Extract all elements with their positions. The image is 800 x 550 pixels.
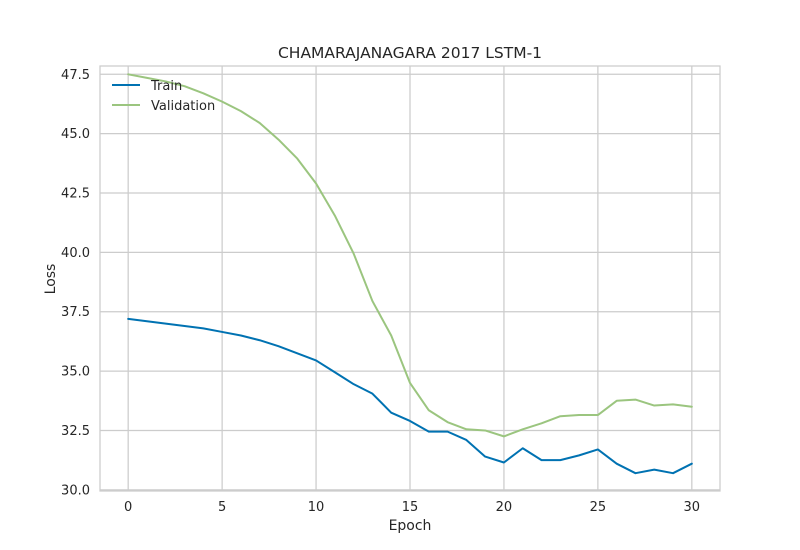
- y-tick-label: 47.5: [61, 68, 90, 83]
- y-axis-label: Loss: [43, 264, 59, 295]
- y-tick-labels: 30.0 32.5 35.0 37.5 40.0 42.5 45.0 47.5: [61, 68, 90, 499]
- x-tick-label: 15: [402, 500, 419, 515]
- y-tick-label: 32.5: [61, 424, 90, 439]
- grid-lines: [100, 66, 720, 491]
- x-tick-label: 10: [308, 500, 325, 515]
- x-tick-label: 20: [496, 500, 513, 515]
- series-line-train: [127, 317, 693, 475]
- x-tick-label: 5: [218, 500, 226, 515]
- series-lines: [127, 73, 693, 475]
- x-axis-label: Epoch: [389, 518, 432, 534]
- legend-label-train: Train: [150, 79, 182, 94]
- series-line-validation: [127, 73, 693, 438]
- x-tick-label: 0: [124, 500, 132, 515]
- x-tick-label: 30: [684, 500, 701, 515]
- plot-frame: [99, 65, 721, 492]
- y-tick-label: 42.5: [61, 187, 90, 202]
- legend-label-validation: Validation: [151, 99, 215, 114]
- y-tick-label: 37.5: [61, 305, 90, 320]
- x-tick-labels: 0 5 10 15 20 25 30: [124, 500, 700, 515]
- y-tick-label: 35.0: [61, 365, 90, 380]
- legend: Train Validation: [112, 79, 215, 114]
- y-tick-label: 30.0: [61, 483, 90, 498]
- y-tick-label: 40.0: [61, 246, 90, 261]
- x-tick-label: 25: [590, 500, 607, 515]
- chart-title: CHAMARAJANAGARA 2017 LSTM-1: [278, 44, 542, 62]
- y-tick-label: 45.0: [61, 127, 90, 142]
